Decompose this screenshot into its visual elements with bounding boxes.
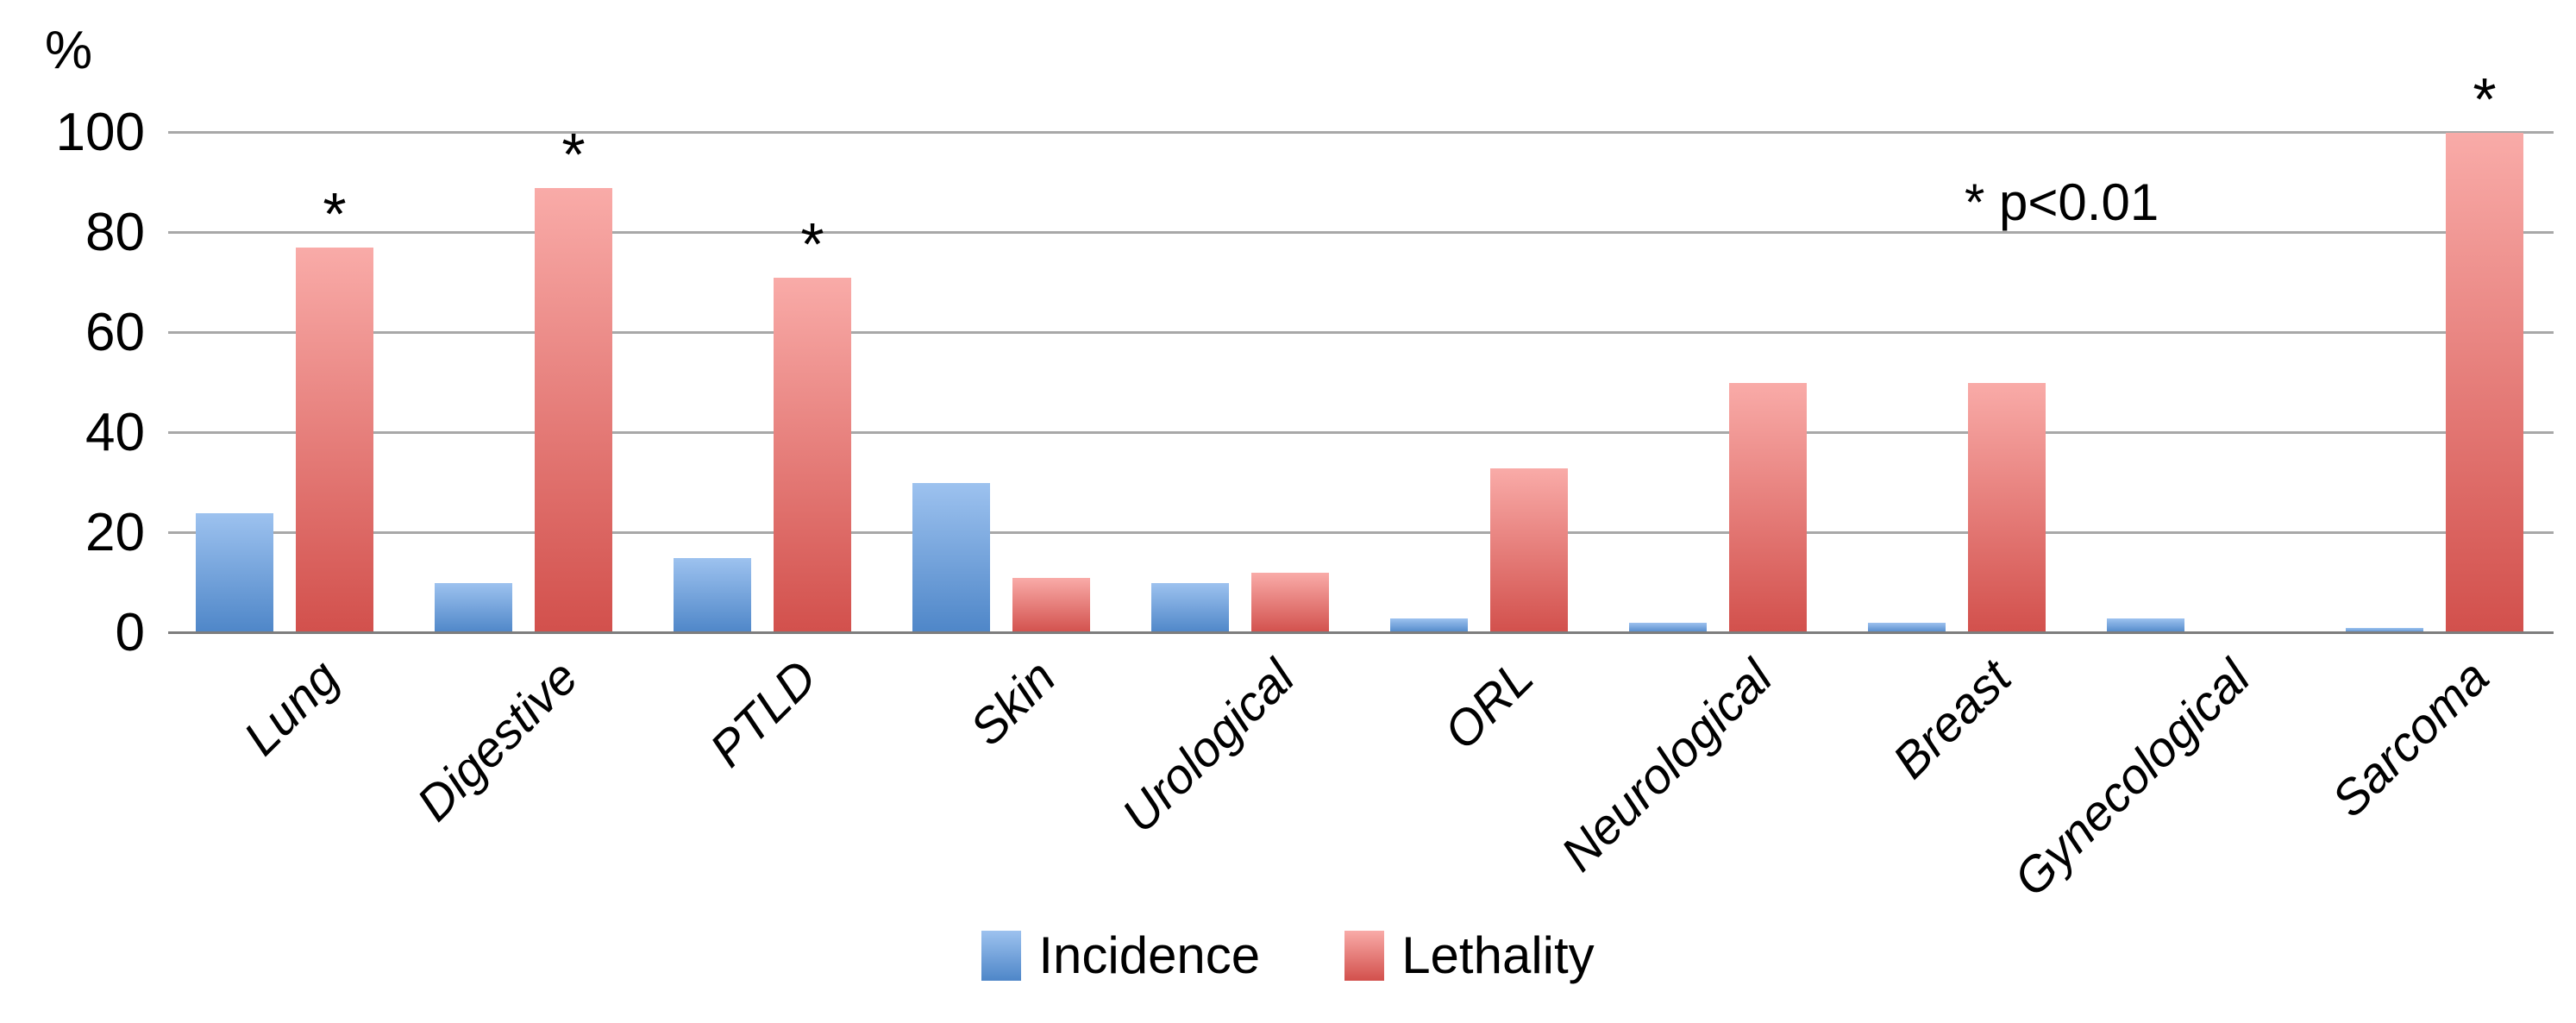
bar-incidence-skin xyxy=(912,483,990,633)
significance-asterisk-digestive: * xyxy=(561,120,586,188)
significance-annotation: * p<0.01 xyxy=(1965,173,2159,231)
bar-lethality-orl xyxy=(1490,468,1568,633)
bar-lethality-skin xyxy=(1012,578,1090,633)
significance-asterisk-ptld: * xyxy=(800,210,824,279)
x-category-label-digestive: Digestive xyxy=(406,650,589,832)
y-tick-label-40: 40 xyxy=(85,403,145,462)
gridline-100 xyxy=(168,131,2554,134)
gridline-60 xyxy=(168,331,2554,334)
y-tick-label-20: 20 xyxy=(85,503,145,562)
bar-lethality-urological xyxy=(1251,573,1329,633)
bar-lethality-ptld xyxy=(774,278,851,633)
bar-lethality-breast xyxy=(1968,383,2046,633)
category-group-orl: ORL xyxy=(1363,133,1601,760)
legend-label-lethality: Lethality xyxy=(1401,926,1595,984)
y-tick-label-100: 100 xyxy=(55,103,145,162)
y-axis-ticks: 0 20 40 60 80 100 xyxy=(0,106,145,660)
bar-incidence-lung xyxy=(196,512,273,633)
bar-incidence-neurological xyxy=(1629,623,1707,633)
significance-asterisk-sarcoma: * xyxy=(2473,66,2497,133)
bar-lethality-neurological xyxy=(1729,383,1807,633)
legend-swatch-incidence xyxy=(981,931,1022,981)
category-group-urological: Urological xyxy=(1112,133,1363,844)
bar-incidence-breast xyxy=(1868,623,1946,633)
x-axis-line xyxy=(168,631,2554,634)
legend-label-incidence: Incidence xyxy=(1038,926,1261,984)
category-group-lung: * Lung xyxy=(168,133,407,766)
bar-incidence-urological xyxy=(1151,583,1229,633)
category-group-gynecological: Gynecological xyxy=(2003,133,2318,907)
plot-area: * Lung * Digestive * PTLD Skin Urological ORL Neu… xyxy=(168,67,2557,907)
bar-incidence-orl xyxy=(1390,618,1468,633)
bar-lethality-lung xyxy=(296,248,373,633)
bar-incidence-digestive xyxy=(435,583,512,633)
x-category-label-sarcoma: Sarcoma xyxy=(2321,650,2500,828)
y-tick-label-60: 60 xyxy=(85,303,145,362)
y-axis-unit-label: % xyxy=(45,21,93,80)
x-category-label-breast: Breast xyxy=(1882,650,2022,789)
x-category-label-gynecological: Gynecological xyxy=(2003,650,2261,907)
y-tick-label-80: 80 xyxy=(85,203,145,262)
category-group-breast: Breast xyxy=(1840,133,2079,789)
category-group-skin: Skin xyxy=(885,133,1124,756)
legend-item-lethality: Lethality xyxy=(1344,926,1595,984)
gridline-80 xyxy=(168,231,2554,234)
y-tick-label-0: 0 xyxy=(115,603,145,662)
bar-incidence-ptld xyxy=(674,558,751,633)
category-group-neurological: Neurological xyxy=(1551,133,1840,882)
x-category-label-skin: Skin xyxy=(959,650,1067,756)
bar-lethality-sarcoma xyxy=(2446,133,2523,633)
x-category-label-neurological: Neurological xyxy=(1551,650,1783,882)
x-category-label-urological: Urological xyxy=(1111,650,1306,844)
x-category-label-lung: Lung xyxy=(233,650,350,767)
bar-lethality-digestive xyxy=(535,187,612,633)
gridline-20 xyxy=(168,531,2554,534)
category-group-sarcoma: * Sarcoma xyxy=(2318,67,2557,828)
x-category-label-ptld: PTLD xyxy=(699,650,828,778)
significance-asterisk-lung: * xyxy=(323,180,347,248)
category-group-ptld: * PTLD xyxy=(646,133,885,777)
gridline-40 xyxy=(168,431,2554,434)
bar-incidence-gynecological xyxy=(2107,618,2184,633)
bar-incidence-sarcoma xyxy=(2346,628,2423,633)
legend-swatch-lethality xyxy=(1344,931,1385,981)
category-group-digestive: * Digestive xyxy=(406,122,646,832)
x-category-label-orl: ORL xyxy=(1433,650,1545,761)
legend-item-incidence: Incidence xyxy=(981,930,1260,982)
legend: Incidence Lethality xyxy=(0,930,2576,982)
